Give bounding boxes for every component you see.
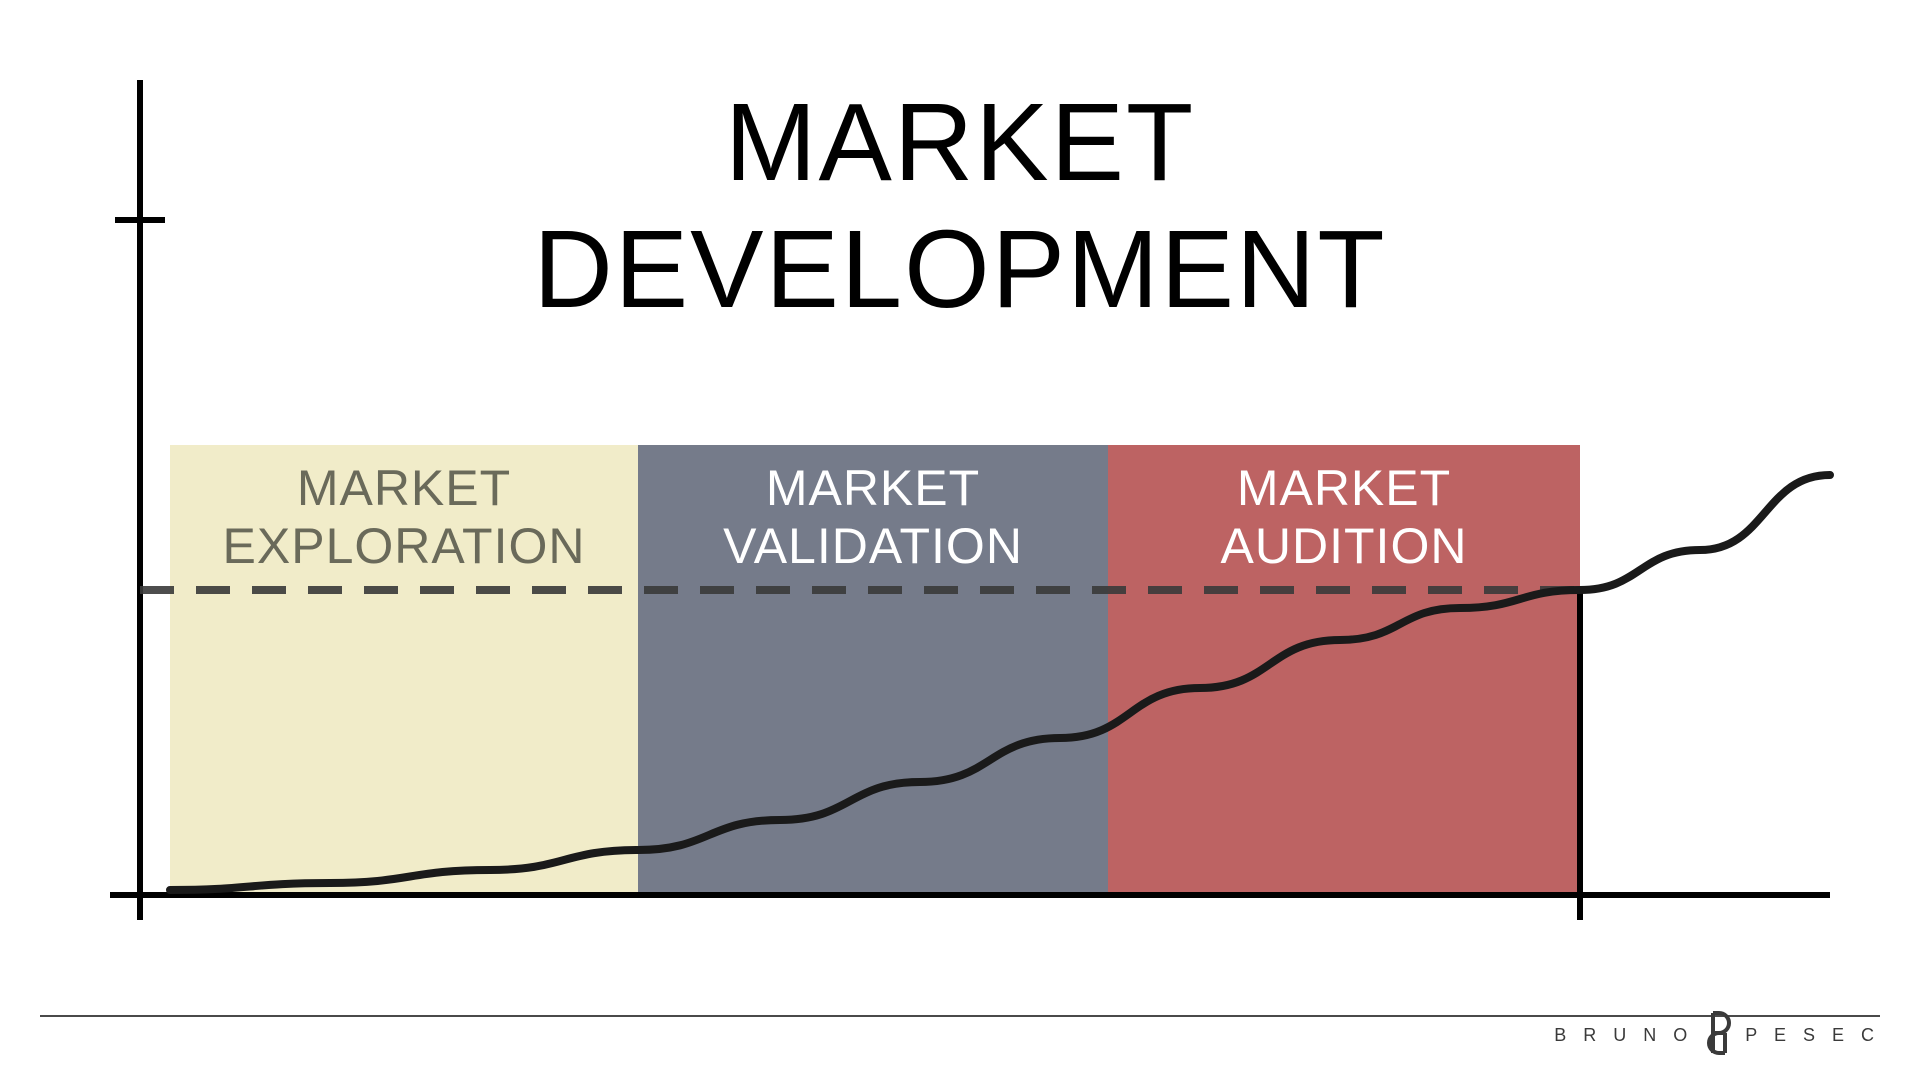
phase-label-audition: MARKET AUDITION — [1108, 460, 1580, 575]
brand-left: B R U N O — [1554, 1025, 1693, 1046]
phase-label-line1: MARKET — [297, 460, 511, 516]
slide: MARKET DEVELOPMENT MARKET EXPLORATION MA… — [0, 0, 1920, 1080]
phase-label-line2: AUDITION — [1221, 518, 1468, 574]
phase-label-line1: MARKET — [766, 460, 980, 516]
phase-label-line2: EXPLORATION — [223, 518, 586, 574]
phase-label-validation: MARKET VALIDATION — [638, 460, 1108, 575]
phase-label-line1: MARKET — [1237, 460, 1451, 516]
phase-label-exploration: MARKET EXPLORATION — [170, 460, 638, 575]
brand-logo-icon — [1701, 1011, 1737, 1060]
brand-mark: B R U N O P E S E C — [1554, 1011, 1880, 1060]
phase-label-line2: VALIDATION — [723, 518, 1023, 574]
brand-right: P E S E C — [1745, 1025, 1880, 1046]
